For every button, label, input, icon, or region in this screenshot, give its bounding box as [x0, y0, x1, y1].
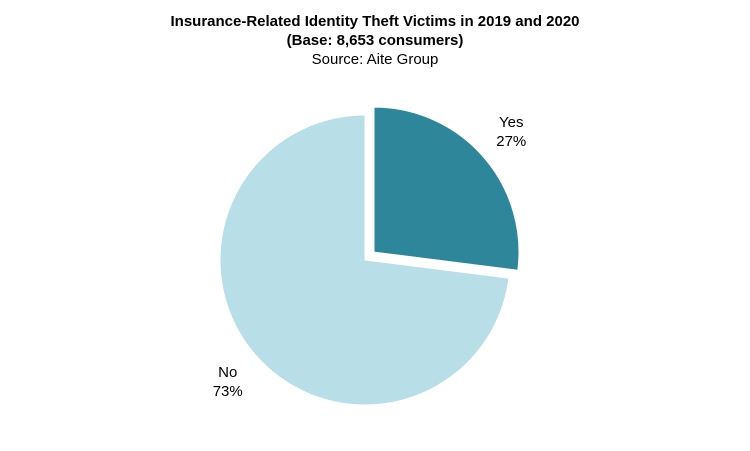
- chart-source: Source: Aite Group: [311, 51, 439, 68]
- chart-header: Insurance-Related Identity Theft Victims…: [0, 12, 750, 69]
- pie-slice-no: [219, 114, 510, 406]
- slice-value-no: 73%: [213, 383, 243, 400]
- pie-slice-yes: [373, 106, 520, 271]
- slice-value-yes: 27%: [496, 133, 526, 150]
- slice-label-no: No: [218, 364, 237, 381]
- chart-title: Insurance-Related Identity Theft Victims…: [170, 13, 580, 30]
- chart-subtitle: (Base: 8,653 consumers): [286, 32, 464, 49]
- slice-label-yes: Yes: [499, 114, 523, 131]
